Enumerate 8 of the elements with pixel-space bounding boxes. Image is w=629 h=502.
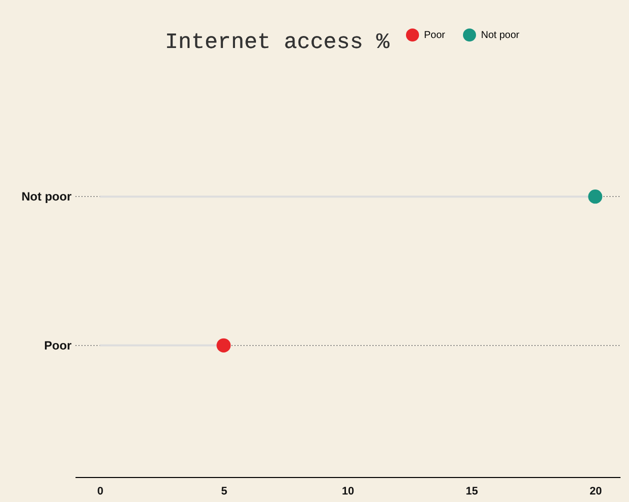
x-tick-label: 5 bbox=[221, 486, 228, 498]
legend-label: Poor bbox=[424, 30, 446, 41]
chart-title: Internet access % bbox=[165, 30, 390, 55]
x-tick-label: 15 bbox=[466, 486, 478, 498]
x-tick-label: 10 bbox=[342, 486, 354, 498]
x-tick-label: 0 bbox=[97, 486, 104, 498]
legend-label: Not poor bbox=[481, 30, 520, 41]
x-tick-label: 20 bbox=[590, 486, 602, 498]
